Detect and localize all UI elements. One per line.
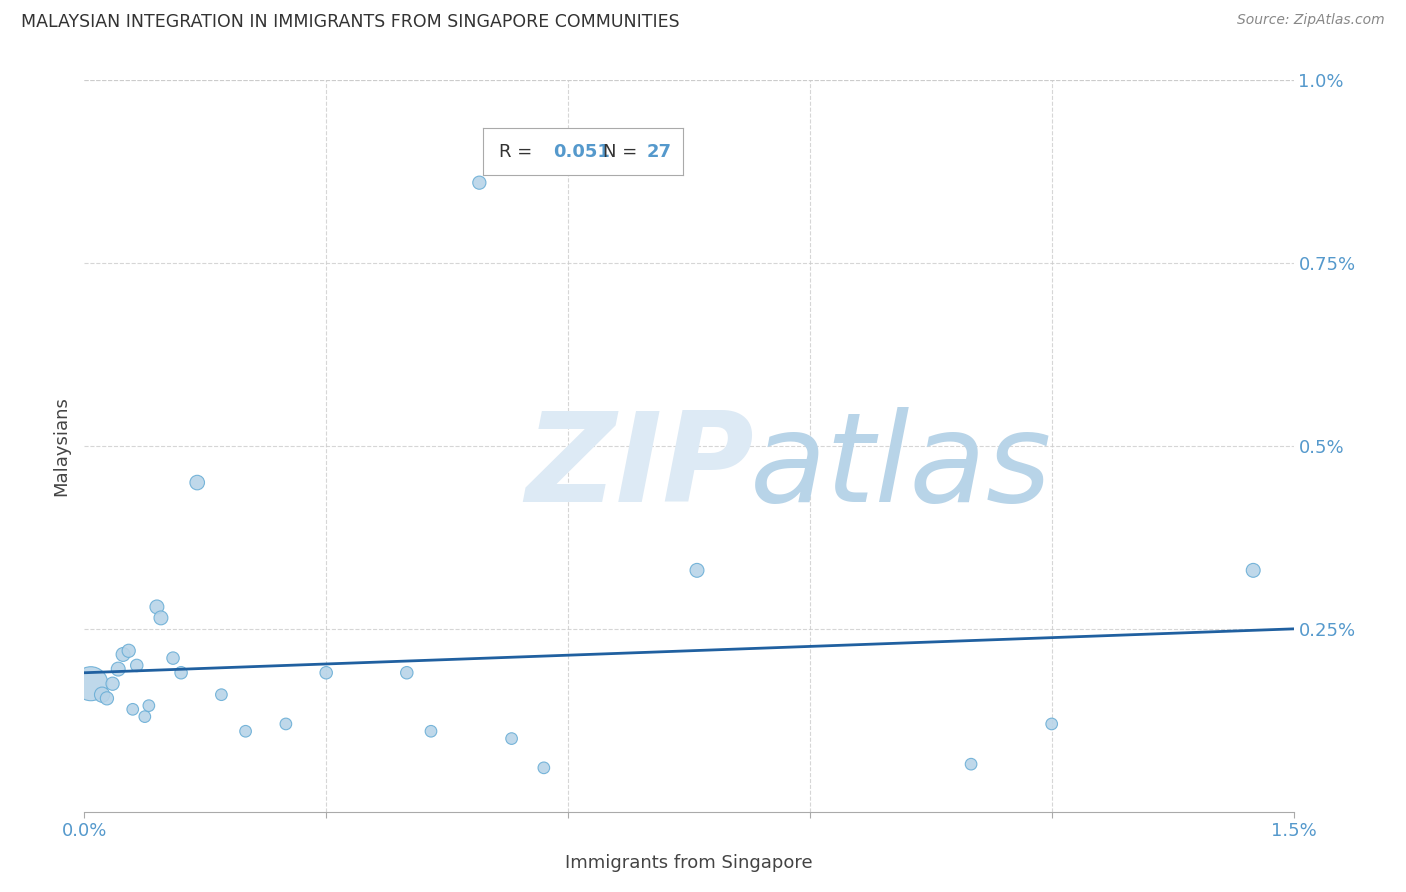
Point (162, 651, 184, 665)
Point (501, 731, 523, 746)
Point (91, 688, 114, 702)
Point (112, 648, 135, 662)
Point (209, 688, 232, 702)
Y-axis label: Malaysians: Malaysians (52, 396, 70, 496)
Point (125, 658, 148, 673)
Point (315, 665, 337, 680)
X-axis label: Immigrants from Singapore: Immigrants from Singapore (565, 854, 813, 872)
Text: 0.051: 0.051 (553, 143, 610, 161)
Text: N =: N = (603, 143, 643, 161)
Point (686, 563, 709, 577)
Point (170, 665, 193, 680)
Point (96, 691, 118, 706)
Point (121, 702, 143, 716)
Point (134, 709, 156, 723)
Point (146, 599, 169, 614)
Point (118, 644, 141, 658)
Point (420, 724, 443, 739)
Point (138, 698, 160, 713)
Point (960, 757, 983, 772)
Text: atlas: atlas (749, 408, 1052, 528)
Point (107, 662, 129, 676)
Point (1040, 717, 1063, 731)
Point (149, 611, 172, 625)
Point (80, 676, 103, 690)
Text: Source: ZipAtlas.com: Source: ZipAtlas.com (1237, 13, 1385, 28)
Point (101, 676, 124, 690)
Point (533, 761, 555, 775)
Point (235, 724, 257, 739)
Point (468, 176, 491, 190)
Text: R =: R = (499, 143, 538, 161)
Text: ZIP: ZIP (526, 408, 755, 528)
Point (1241, 563, 1264, 577)
Point (186, 475, 208, 490)
Text: 27: 27 (647, 143, 672, 161)
Text: MALAYSIAN INTEGRATION IN IMMIGRANTS FROM SINGAPORE COMMUNITIES: MALAYSIAN INTEGRATION IN IMMIGRANTS FROM… (21, 13, 679, 31)
Point (274, 717, 297, 731)
Point (395, 665, 418, 680)
